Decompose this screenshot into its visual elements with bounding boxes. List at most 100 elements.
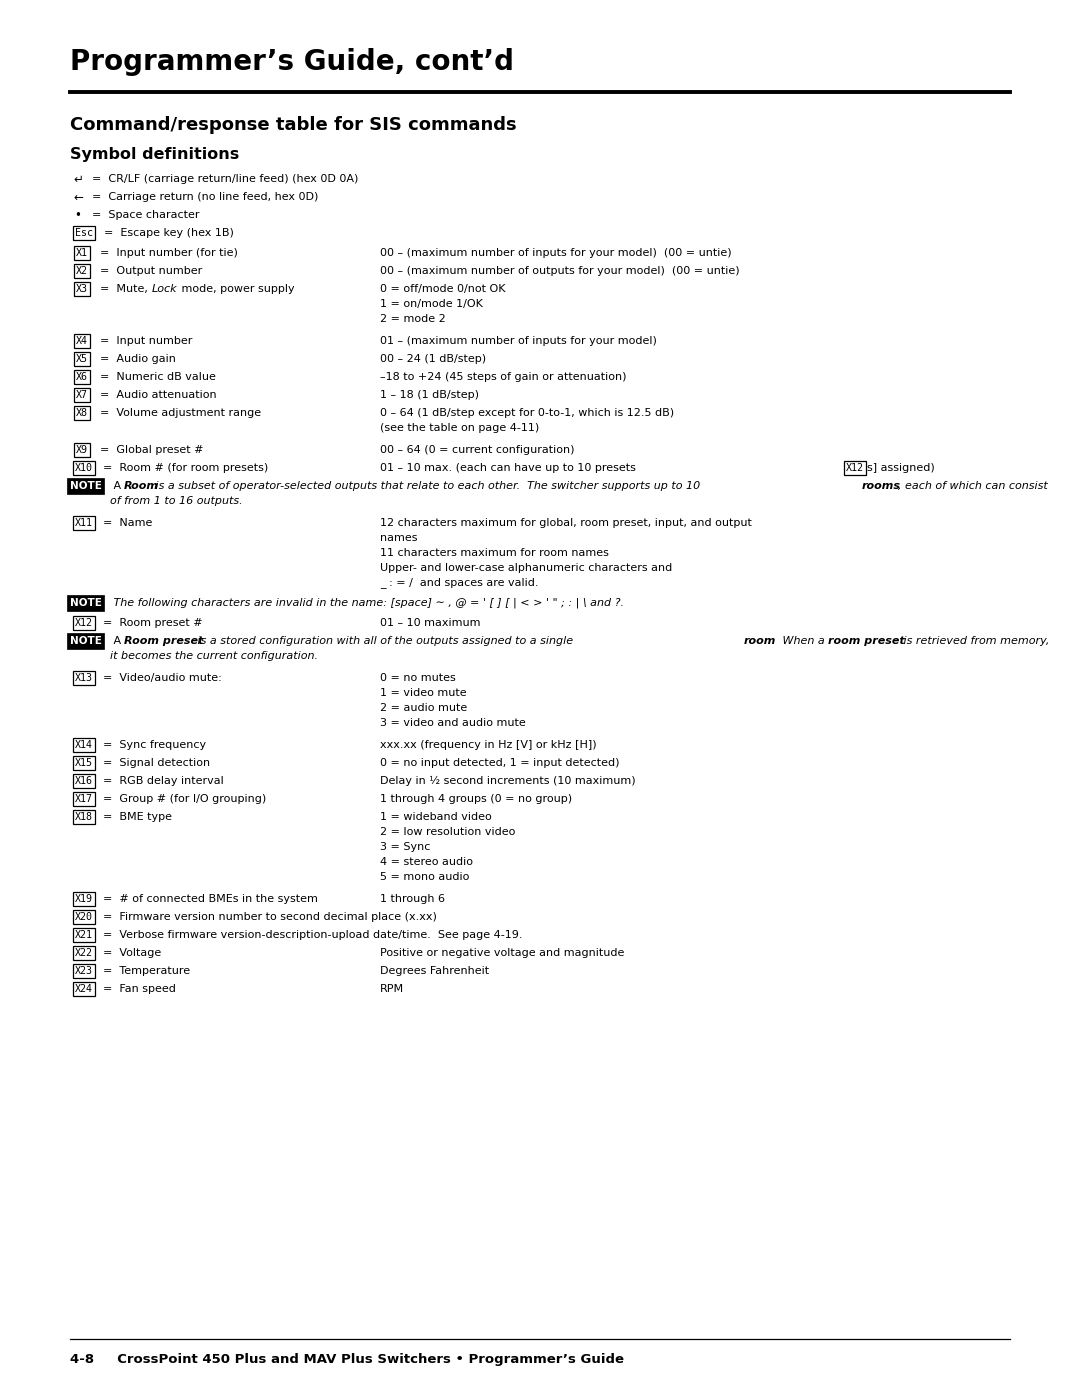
- Text: =  Output number: = Output number: [100, 265, 202, 277]
- Text: mode, power supply: mode, power supply: [178, 284, 295, 293]
- Text: =  Volume adjustment range: = Volume adjustment range: [100, 408, 261, 418]
- Text: Command/response table for SIS commands: Command/response table for SIS commands: [70, 116, 516, 134]
- Text: Lock: Lock: [152, 284, 177, 293]
- Text: .  When a: . When a: [772, 636, 828, 645]
- Text: X12: X12: [846, 462, 864, 474]
- Text: room: room: [744, 636, 777, 645]
- Text: 0 – 64 (1 dB/step except for 0-to-1, which is 12.5 dB): 0 – 64 (1 dB/step except for 0-to-1, whi…: [380, 408, 674, 418]
- Text: X6: X6: [76, 372, 87, 381]
- Text: =  Signal detection: = Signal detection: [103, 759, 211, 768]
- Text: Esc: Esc: [75, 228, 93, 237]
- Text: •: •: [75, 208, 81, 222]
- Text: X5: X5: [76, 353, 87, 365]
- Text: X22: X22: [75, 949, 93, 958]
- Text: X17: X17: [75, 793, 93, 805]
- Text: 1 through 6: 1 through 6: [380, 894, 445, 904]
- Text: X8: X8: [76, 408, 87, 418]
- Text: 1 = wideband video: 1 = wideband video: [380, 812, 491, 821]
- Text: X20: X20: [75, 912, 93, 922]
- Text: 01 – 10 max. (each can have up to 10 presets: 01 – 10 max. (each can have up to 10 pre…: [380, 462, 639, 474]
- Text: =  CR/LF (carriage return/line feed) (hex 0D 0A): = CR/LF (carriage return/line feed) (hex…: [92, 175, 359, 184]
- Text: X21: X21: [75, 930, 93, 940]
- Text: 1 = on/mode 1/OK: 1 = on/mode 1/OK: [380, 299, 483, 309]
- Text: =  # of connected BMEs in the system: = # of connected BMEs in the system: [103, 894, 318, 904]
- Text: 2 = audio mute: 2 = audio mute: [380, 703, 468, 712]
- Text: 00 – 64 (0 = current configuration): 00 – 64 (0 = current configuration): [380, 446, 575, 455]
- Text: 00 – (maximum number of outputs for your model)  (00 = untie): 00 – (maximum number of outputs for your…: [380, 265, 740, 277]
- Text: =  BME type: = BME type: [103, 812, 172, 821]
- Text: Symbol definitions: Symbol definitions: [70, 147, 240, 162]
- Text: Delay in ½ second increments (10 maximum): Delay in ½ second increments (10 maximum…: [380, 775, 636, 787]
- Text: 12 characters maximum for global, room preset, input, and output: 12 characters maximum for global, room p…: [380, 518, 752, 528]
- Text: 4 = stereo audio: 4 = stereo audio: [380, 856, 473, 868]
- Text: =  Group # (for I/O grouping): = Group # (for I/O grouping): [103, 793, 267, 805]
- Text: is retrieved from memory,: is retrieved from memory,: [900, 636, 1050, 645]
- Text: =  Global preset #: = Global preset #: [100, 446, 203, 455]
- Text: X12: X12: [75, 617, 93, 629]
- Text: 3 = video and audio mute: 3 = video and audio mute: [380, 718, 526, 728]
- Text: X16: X16: [75, 775, 93, 787]
- Text: Positive or negative voltage and magnitude: Positive or negative voltage and magnitu…: [380, 949, 624, 958]
- Text: Programmer’s Guide, cont’d: Programmer’s Guide, cont’d: [70, 47, 514, 75]
- Text: RPM: RPM: [380, 983, 404, 995]
- Text: 11 characters maximum for room names: 11 characters maximum for room names: [380, 548, 609, 557]
- Text: =  Sync frequency: = Sync frequency: [103, 740, 206, 750]
- Text: –18 to +24 (45 steps of gain or attenuation): –18 to +24 (45 steps of gain or attenuat…: [380, 372, 626, 381]
- Text: =  RGB delay interval: = RGB delay interval: [103, 775, 224, 787]
- Text: NOTE: NOTE: [70, 481, 102, 490]
- Text: X10: X10: [75, 462, 93, 474]
- Text: Upper- and lower-case alphanumeric characters and: Upper- and lower-case alphanumeric chara…: [380, 563, 672, 573]
- Text: =  Firmware version number to second decimal place (x.xx): = Firmware version number to second deci…: [103, 912, 437, 922]
- Text: X4: X4: [76, 337, 87, 346]
- Text: is a stored configuration with all of the outputs assigned to a single: is a stored configuration with all of th…: [194, 636, 577, 645]
- Text: X19: X19: [75, 894, 93, 904]
- Text: NOTE: NOTE: [70, 636, 102, 645]
- Text: 4-8     CrossPoint 450 Plus and MAV Plus Switchers • Programmer’s Guide: 4-8 CrossPoint 450 Plus and MAV Plus Swi…: [70, 1352, 624, 1365]
- Text: X11: X11: [75, 518, 93, 528]
- Text: is a subset of operator-selected outputs that relate to each other.  The switche: is a subset of operator-selected outputs…: [152, 481, 704, 490]
- Text: 01 – 10 maximum: 01 – 10 maximum: [380, 617, 481, 629]
- Text: X1: X1: [76, 249, 87, 258]
- Text: X2: X2: [76, 265, 87, 277]
- Text: Room: Room: [124, 481, 159, 490]
- Text: =  Audio gain: = Audio gain: [100, 353, 176, 365]
- Text: X9: X9: [76, 446, 87, 455]
- Text: X7: X7: [76, 390, 87, 400]
- Text: =  Video/audio mute:: = Video/audio mute:: [103, 673, 221, 683]
- Text: =  Space character: = Space character: [92, 210, 200, 219]
- Text: The following characters are invalid in the name: [space] ∼ , @ = ' [ ] [ | < > : The following characters are invalid in …: [110, 598, 624, 608]
- Text: names: names: [380, 534, 418, 543]
- Text: =  Mute,: = Mute,: [100, 284, 151, 293]
- Text: 3 = Sync: 3 = Sync: [380, 842, 430, 852]
- Text: Degrees Fahrenheit: Degrees Fahrenheit: [380, 965, 489, 977]
- Text: 2 = low resolution video: 2 = low resolution video: [380, 827, 515, 837]
- Text: X24: X24: [75, 983, 93, 995]
- Text: 1 through 4 groups (0 = no group): 1 through 4 groups (0 = no group): [380, 793, 572, 805]
- Text: 0 = no mutes: 0 = no mutes: [380, 673, 456, 683]
- Text: A: A: [110, 636, 124, 645]
- Text: X18: X18: [75, 812, 93, 821]
- Text: =  Room # (for room presets): = Room # (for room presets): [103, 462, 268, 474]
- Text: ↵: ↵: [73, 172, 83, 186]
- Text: =  Voltage: = Voltage: [103, 949, 161, 958]
- Text: X13: X13: [75, 673, 93, 683]
- Text: A: A: [110, 481, 124, 490]
- Text: =  Input number: = Input number: [100, 337, 192, 346]
- Text: room preset: room preset: [828, 636, 905, 645]
- Text: =  Name: = Name: [103, 518, 152, 528]
- Text: Room preset: Room preset: [124, 636, 203, 645]
- Text: NOTE: NOTE: [70, 598, 102, 608]
- Text: 1 – 18 (1 dB/step): 1 – 18 (1 dB/step): [380, 390, 480, 400]
- Text: 00 – 24 (1 dB/step): 00 – 24 (1 dB/step): [380, 353, 486, 365]
- Text: 2 = mode 2: 2 = mode 2: [380, 314, 446, 324]
- Text: =  Escape key (hex 1B): = Escape key (hex 1B): [104, 228, 234, 237]
- Text: ←: ←: [73, 190, 83, 204]
- Text: 0 = off/mode 0/not OK: 0 = off/mode 0/not OK: [380, 284, 505, 293]
- Text: X23: X23: [75, 965, 93, 977]
- Text: (see the table on page 4-11): (see the table on page 4-11): [380, 423, 539, 433]
- Text: of from 1 to 16 outputs.: of from 1 to 16 outputs.: [110, 496, 243, 506]
- Text: 5 = mono audio: 5 = mono audio: [380, 872, 470, 882]
- Text: _ : = /  and spaces are valid.: _ : = / and spaces are valid.: [380, 577, 539, 588]
- Text: X15: X15: [75, 759, 93, 768]
- Text: rooms: rooms: [862, 481, 901, 490]
